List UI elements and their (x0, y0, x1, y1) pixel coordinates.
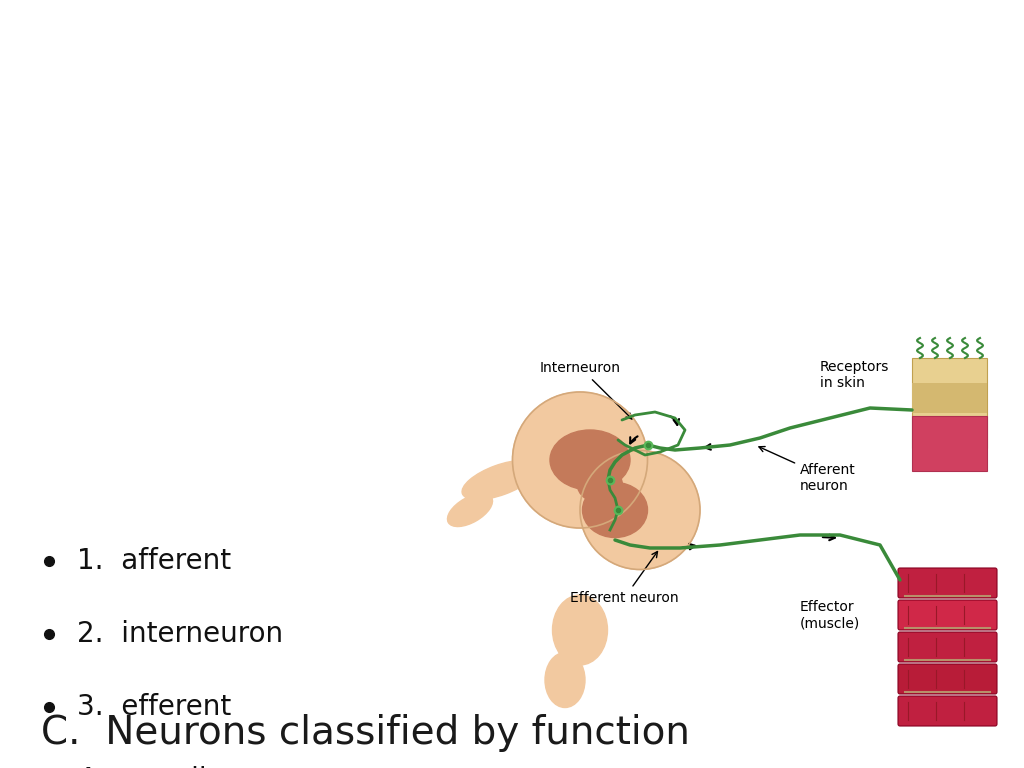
FancyBboxPatch shape (912, 416, 987, 471)
FancyBboxPatch shape (898, 600, 997, 630)
FancyBboxPatch shape (898, 696, 997, 726)
FancyBboxPatch shape (898, 632, 997, 662)
Ellipse shape (553, 595, 607, 665)
FancyBboxPatch shape (912, 358, 987, 448)
Ellipse shape (462, 460, 538, 500)
Text: 1.  afferent: 1. afferent (77, 547, 231, 574)
Text: Effector
(muscle): Effector (muscle) (800, 600, 860, 630)
Text: 4.  ganglia: 4. ganglia (77, 766, 223, 768)
Text: C.  Neurons classified by function: C. Neurons classified by function (41, 714, 690, 752)
Ellipse shape (512, 392, 647, 528)
Text: Receptors
in skin: Receptors in skin (820, 360, 890, 390)
Ellipse shape (550, 430, 630, 490)
Text: Afferent
neuron: Afferent neuron (759, 446, 856, 493)
Ellipse shape (545, 653, 585, 707)
Text: Efferent neuron: Efferent neuron (570, 551, 679, 605)
Ellipse shape (578, 468, 623, 502)
Ellipse shape (580, 451, 700, 570)
FancyBboxPatch shape (912, 383, 987, 413)
FancyBboxPatch shape (898, 664, 997, 694)
Text: 2.  interneuron: 2. interneuron (77, 620, 283, 647)
Ellipse shape (583, 482, 647, 538)
Ellipse shape (447, 494, 493, 527)
FancyBboxPatch shape (898, 568, 997, 598)
Text: 3.  efferent: 3. efferent (77, 693, 231, 720)
Text: Interneuron: Interneuron (540, 361, 632, 419)
